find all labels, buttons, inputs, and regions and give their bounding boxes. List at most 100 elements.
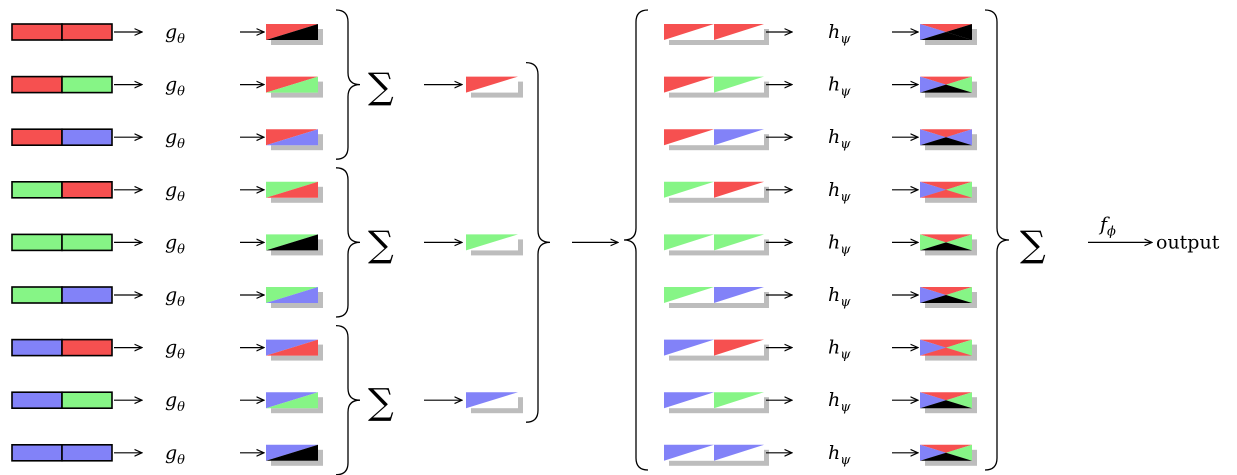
h-input-pair (664, 392, 769, 414)
wedge (466, 234, 518, 251)
quad-right (946, 24, 972, 40)
h-input-left (664, 181, 719, 203)
h-output (920, 234, 977, 256)
lower-triangle (266, 287, 318, 303)
wedge (664, 24, 714, 40)
wedge (664, 287, 714, 303)
h-input-left (664, 24, 719, 45)
h-input-pair (664, 287, 769, 308)
object-a (11, 391, 63, 410)
quad-left (920, 392, 946, 409)
combined-brace (525, 9, 1010, 471)
h-psi-label: hψ (828, 442, 851, 468)
lower-triangle (266, 234, 318, 251)
final-sum-symbol: ∑ (1020, 224, 1046, 265)
g-theta-label: gθ (165, 179, 185, 205)
lower-triangle (266, 444, 318, 461)
h-input-right (714, 339, 769, 361)
object-a (11, 128, 63, 146)
h-input-pair (664, 339, 769, 361)
final-sum-and-output: ∑ fϕ output (1020, 213, 1220, 265)
h-output (920, 129, 977, 151)
wedge (664, 181, 714, 198)
aggregate-brace (525, 61, 551, 423)
wedge (664, 76, 714, 93)
object-a (11, 443, 63, 462)
wedge (664, 129, 714, 146)
quad-left (920, 444, 946, 461)
sum-symbol: ∑ (368, 67, 394, 108)
group-sums: ∑ ∑ ∑ (368, 67, 462, 423)
g-output (266, 287, 323, 308)
wedge (714, 339, 764, 356)
group-braces (335, 9, 361, 475)
group-brace (335, 167, 361, 318)
quad-right (946, 129, 972, 146)
quad-right (946, 392, 972, 409)
h-psi-column: hψ hψ hψ hψ hψ hψ hψ hψ hψ (828, 21, 918, 468)
object-b (61, 23, 113, 41)
aggregated-relation (466, 234, 523, 256)
quad-left (920, 24, 946, 40)
h-output (920, 287, 977, 308)
h-output (920, 339, 977, 361)
lower-triangle (266, 392, 318, 409)
h-input-pair (664, 76, 769, 98)
lower-triangle (266, 76, 318, 93)
sum-symbol: ∑ (368, 224, 394, 265)
g-output (266, 181, 323, 203)
g-output (266, 234, 323, 256)
object-pair (11, 23, 113, 41)
quad-bottom (920, 452, 972, 461)
g-output (266, 76, 323, 98)
h-input-pair (664, 234, 769, 256)
f-phi-label: fϕ (1098, 213, 1116, 239)
h-psi-label: hψ (828, 337, 851, 363)
h-input-right (714, 287, 769, 308)
quad-right (946, 287, 972, 303)
h-psi-label: hψ (828, 74, 851, 100)
aggregated-relation (466, 76, 523, 98)
wedge (664, 392, 714, 409)
quad-bottom (920, 295, 972, 303)
object-pair (11, 286, 113, 304)
object-b (61, 233, 113, 252)
wedge (714, 24, 764, 40)
quad-bottom (920, 242, 972, 251)
g-theta-label: gθ (165, 231, 185, 257)
quad-left (920, 181, 946, 198)
g-theta-label: gθ (165, 442, 185, 468)
wedge (714, 129, 764, 146)
object-pair (11, 181, 113, 199)
g-output (266, 444, 323, 466)
lower-triangle (266, 129, 318, 146)
quad-bottom (920, 137, 972, 146)
quad-left (920, 76, 946, 93)
quad-right (946, 444, 972, 461)
object-b (61, 391, 113, 410)
quad-bottom (920, 84, 972, 93)
g-theta-column: gθ gθ gθ gθ gθ gθ gθ gθ gθ (165, 21, 264, 468)
h-input-pair (664, 444, 769, 466)
object-pair (11, 75, 113, 94)
h-input-pairs-column (664, 24, 792, 466)
g-theta-label: gθ (165, 74, 185, 100)
object-b (61, 443, 113, 462)
h-input-right (714, 129, 769, 151)
h-output (920, 76, 977, 98)
h-input-pair (664, 129, 769, 151)
quad-left (920, 339, 946, 356)
g-output (266, 129, 323, 151)
wedge (664, 444, 714, 461)
lower-triangle (266, 339, 318, 356)
object-a (11, 338, 63, 357)
h-input-left (664, 339, 719, 361)
quad-right (946, 339, 972, 356)
quad-bottom (920, 347, 972, 356)
h-input-pair (664, 181, 769, 203)
object-b (61, 181, 113, 199)
quad-bottom (920, 32, 972, 40)
quad-top (920, 24, 972, 32)
quad-top (920, 287, 972, 295)
group-brace (335, 324, 361, 475)
